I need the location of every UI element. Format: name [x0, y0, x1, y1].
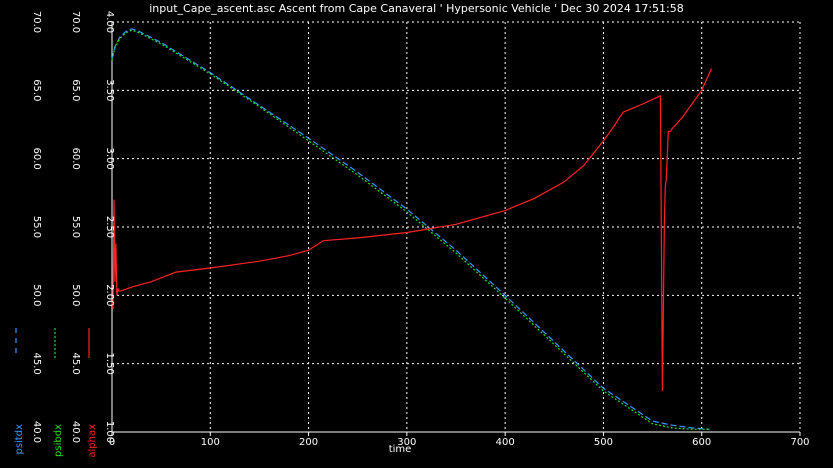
- y-tick-label-psibdx: 55.0: [70, 216, 81, 238]
- y-tick-label-psitdx: 45.0: [31, 353, 42, 375]
- y-tick-label-psibdx: 40.0: [70, 421, 81, 443]
- y-tick-label-psibdx: 45.0: [70, 353, 81, 375]
- y-tick-label-alphax: 4.00: [104, 11, 115, 33]
- y-tick-label-alphax: 2.50: [104, 216, 115, 238]
- y-tick-label-alphax: 2.00: [104, 284, 115, 306]
- x-tick-label: 700: [790, 437, 809, 448]
- y-tick-label-psibdx: 65.0: [70, 79, 81, 101]
- x-tick-label: 100: [201, 437, 220, 448]
- y-tick-label-alphax: 1.00: [104, 421, 115, 443]
- plot-area: [111, 28, 713, 430]
- y-tick-label-psibdx: 60.0: [70, 148, 81, 170]
- y-tick-label-psitdx: 50.0: [31, 284, 42, 306]
- y-tick-label-psitdx: 65.0: [31, 79, 42, 101]
- axis-label-psitdx: psitdx: [14, 424, 25, 455]
- series-line-psibdx: [111, 29, 710, 430]
- y-tick-label-psitdx: 70.0: [31, 11, 42, 33]
- y-tick-label-psibdx: 50.0: [70, 284, 81, 306]
- axis-label-psibdx: psibdx: [53, 424, 64, 457]
- y-tick-label-psibdx: 70.0: [70, 11, 81, 33]
- y-tick-label-alphax: 3.00: [104, 148, 115, 170]
- y-tick-label-alphax: 3.50: [104, 79, 115, 101]
- y-tick-label-psitdx: 40.0: [31, 421, 42, 443]
- x-tick-label: 200: [299, 437, 318, 448]
- series-line-psitdx: [111, 28, 710, 430]
- x-tick-label: 600: [692, 437, 711, 448]
- y-tick-label-psitdx: 55.0: [31, 216, 42, 238]
- x-tick-label: 500: [594, 437, 613, 448]
- x-tick-label: 400: [496, 437, 515, 448]
- grid: [111, 21, 801, 436]
- axis-label-alphax: alphax: [87, 424, 98, 458]
- tick-labels: 0 100 200 300 400 500 600 700 time 40.0 45.0 50.0 55…: [31, 11, 810, 455]
- x-tick-label: 300: [397, 437, 416, 448]
- chart-title: input_Cape_ascent.asc Ascent from Cape C…: [149, 2, 684, 15]
- x-axis-label: time: [389, 444, 412, 455]
- series-line-alphax: [111, 68, 713, 392]
- y-tick-label-psitdx: 60.0: [31, 148, 42, 170]
- y-tick-label-alphax: 1.50: [104, 353, 115, 375]
- x-tick-label: 0: [109, 437, 115, 448]
- axis-labels: psitdx psibdx alphax: [14, 328, 98, 458]
